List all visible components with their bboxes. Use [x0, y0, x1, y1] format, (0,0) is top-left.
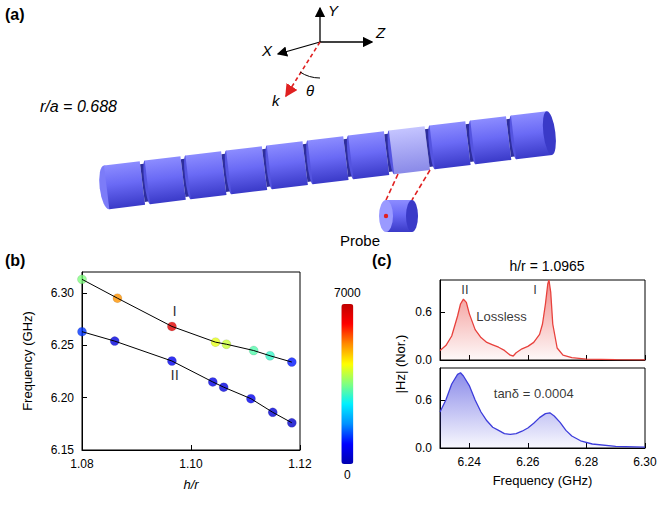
svg-text:Y: Y: [328, 2, 339, 19]
svg-text:II: II: [170, 366, 178, 383]
svg-text:1.12: 1.12: [288, 457, 312, 471]
svg-text:Frequency (GHz): Frequency (GHz): [20, 311, 35, 411]
svg-text:II: II: [461, 282, 468, 297]
svg-text:θ: θ: [306, 82, 314, 99]
svg-text:0.0: 0.0: [415, 441, 432, 455]
svg-text:I: I: [533, 282, 537, 297]
svg-text:k: k: [272, 92, 281, 109]
svg-text:6.30: 6.30: [51, 286, 75, 300]
svg-text:0.6: 0.6: [415, 393, 432, 407]
svg-text:Probe: Probe: [340, 232, 380, 249]
svg-text:6.15: 6.15: [51, 443, 75, 457]
svg-text:1.08: 1.08: [70, 457, 94, 471]
svg-text:Lossless: Lossless: [476, 309, 527, 324]
svg-text:0.6: 0.6: [415, 305, 432, 319]
svg-text:tanδ = 0.0004: tanδ = 0.0004: [494, 386, 574, 401]
svg-text:0.0: 0.0: [415, 353, 432, 367]
svg-text:7000: 7000: [334, 286, 361, 300]
svg-text:X: X: [261, 42, 273, 59]
svg-text:Frequency (GHz): Frequency (GHz): [493, 473, 593, 488]
svg-text:6.28: 6.28: [575, 455, 599, 469]
svg-text:(a): (a): [5, 6, 25, 23]
svg-text:I: I: [173, 302, 177, 319]
svg-text:6.30: 6.30: [633, 455, 657, 469]
svg-text:h/r: h/r: [183, 477, 199, 492]
svg-text:0: 0: [344, 468, 351, 482]
svg-text:(c): (c): [372, 252, 392, 269]
svg-text:6.20: 6.20: [51, 391, 75, 405]
svg-text:6.26: 6.26: [516, 455, 540, 469]
svg-text:1.10: 1.10: [179, 457, 203, 471]
svg-text:(b): (b): [5, 252, 25, 269]
svg-text:h/r = 1.0965: h/r = 1.0965: [509, 258, 584, 274]
svg-text:6.24: 6.24: [458, 455, 482, 469]
svg-text:r/a = 0.688: r/a = 0.688: [40, 98, 117, 115]
svg-text:6.25: 6.25: [51, 338, 75, 352]
svg-text:|Hz| (Nor.): |Hz| (Nor.): [393, 335, 408, 394]
svg-text:Z: Z: [375, 24, 386, 41]
